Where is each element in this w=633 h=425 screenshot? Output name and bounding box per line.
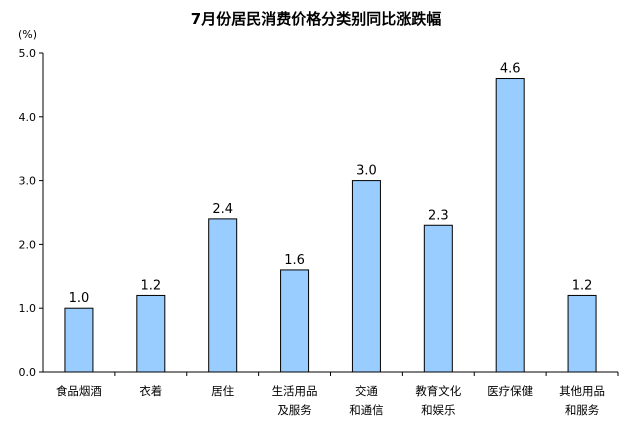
bar (64, 307, 94, 373)
bar (351, 180, 381, 373)
x-tick-label: 交通 (355, 384, 378, 398)
data-label: 1.2 (572, 278, 593, 293)
x-tick-label: 和娱乐 (421, 403, 456, 417)
x-tick-label: 居住 (211, 384, 234, 398)
bar (136, 294, 166, 373)
y-tick-label: 2.0 (19, 238, 37, 251)
bar (423, 224, 453, 373)
bar (567, 294, 597, 373)
data-label: 2.4 (212, 202, 233, 217)
data-label: 3.0 (356, 164, 377, 179)
bar (495, 78, 525, 373)
x-tick-label: 衣着 (139, 384, 162, 398)
chart-title: 7月份居民消费价格分类别同比涨跌幅 (191, 10, 441, 28)
data-label: 1.6 (284, 253, 305, 268)
x-tick-label: 其他用品 (559, 384, 605, 398)
y-tick-label: 1.0 (19, 302, 37, 315)
x-tick-label: 及服务 (277, 403, 312, 417)
y-tick-label: 5.0 (19, 47, 37, 60)
x-tick-label: 生活用品 (272, 384, 318, 398)
x-tick-label: 医疗保健 (487, 384, 533, 398)
data-label: 1.2 (140, 278, 161, 293)
plot-area: 0.0 1.0 2.0 3.0 4.0 5.0 1.0 食品烟酒 1.2 衣着 2.4 居住 1.6 生活… (19, 47, 619, 417)
y-tick-label: 0.0 (19, 366, 37, 379)
x-tick-label: 食品烟酒 (56, 384, 102, 398)
data-label: 1.0 (69, 291, 90, 306)
y-tick-label: 3.0 (19, 175, 37, 188)
x-tick-label: 和通信 (349, 403, 384, 417)
y-unit-label: (%) (18, 28, 37, 41)
x-tick-label: 教育文化 (415, 384, 461, 398)
bar (280, 269, 310, 373)
y-tick-label: 4.0 (19, 111, 37, 124)
data-label: 2.3 (428, 208, 449, 223)
bar (208, 218, 238, 373)
x-tick-label: 和服务 (565, 403, 600, 417)
data-label: 4.6 (500, 62, 521, 77)
